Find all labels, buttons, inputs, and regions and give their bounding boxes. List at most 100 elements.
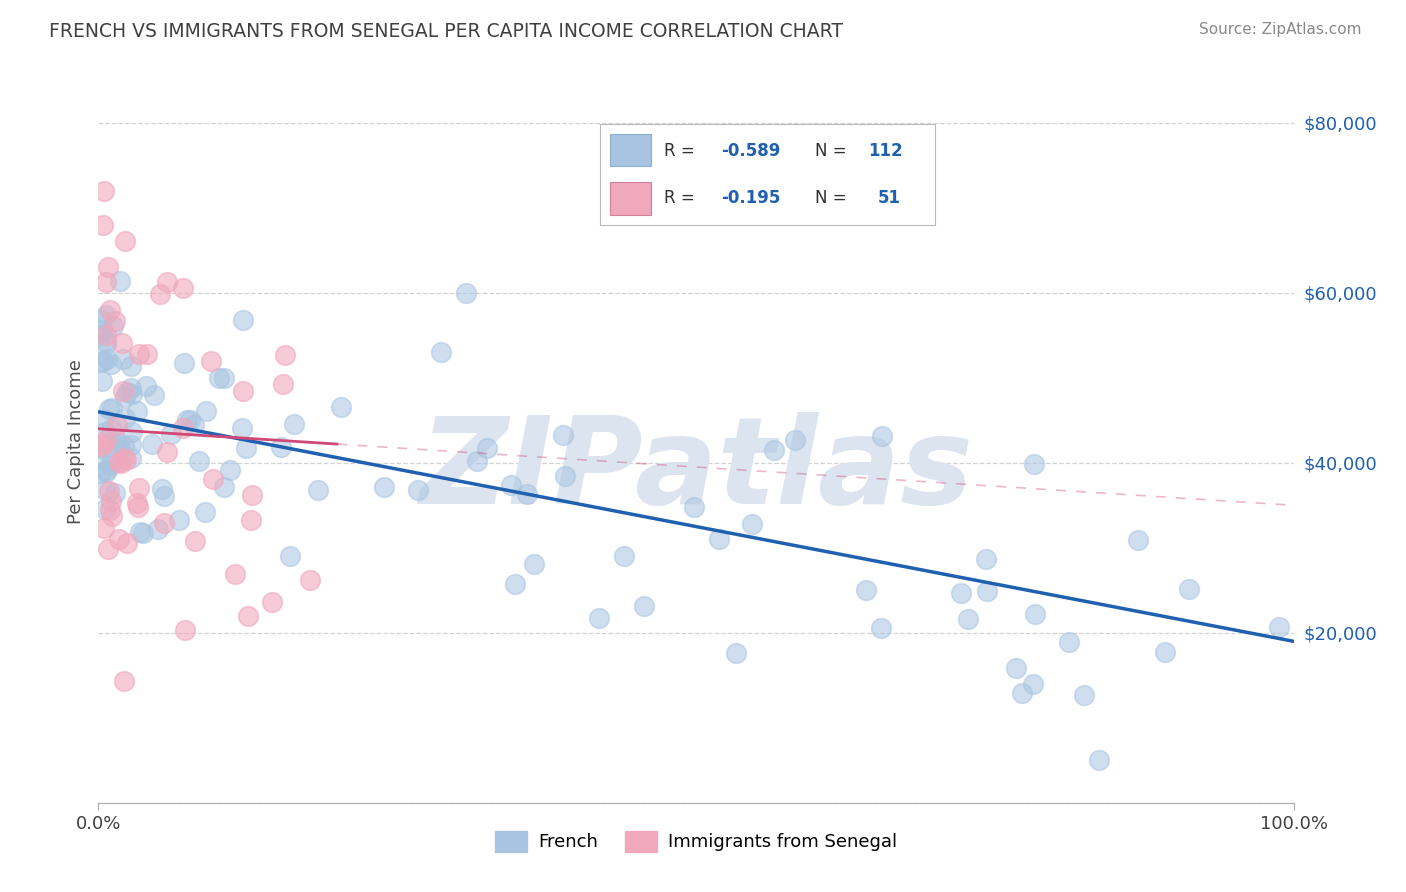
Point <box>98 401 121 416</box>
Point <box>114 410 136 425</box>
Point <box>110 274 132 288</box>
Point <box>94 336 117 351</box>
Point <box>465 454 488 468</box>
Point <box>93 425 115 440</box>
Point <box>273 348 295 362</box>
Point <box>100 458 122 472</box>
Point <box>870 429 893 443</box>
Point <box>105 418 128 433</box>
Point <box>1177 582 1199 596</box>
Point <box>94 433 117 447</box>
Point <box>156 445 179 459</box>
Point <box>262 595 284 609</box>
Point <box>200 354 222 368</box>
Point <box>104 485 127 500</box>
Point <box>128 524 150 539</box>
Point <box>1024 607 1046 622</box>
Text: ZIPatlas: ZIPatlas <box>419 412 973 529</box>
Point <box>299 574 322 588</box>
Point <box>127 500 149 514</box>
Point <box>430 344 453 359</box>
Point <box>613 549 636 563</box>
Point <box>240 488 263 502</box>
Legend: French, Immigrants from Senegal: French, Immigrants from Senegal <box>488 823 904 859</box>
Point <box>111 351 134 366</box>
Point <box>785 433 807 447</box>
Point <box>114 390 136 404</box>
Point <box>112 674 135 689</box>
Point <box>172 421 194 435</box>
Point <box>121 386 143 401</box>
Point <box>188 454 211 468</box>
Point <box>114 452 136 467</box>
Point <box>683 500 706 514</box>
Point <box>135 346 157 360</box>
Point <box>212 371 235 385</box>
Point <box>278 549 301 563</box>
Point <box>91 218 114 232</box>
Point <box>125 496 148 510</box>
Point <box>974 551 997 566</box>
Point <box>271 377 294 392</box>
Point <box>406 483 429 497</box>
Point <box>94 465 117 479</box>
Point <box>475 441 498 455</box>
Point <box>94 275 117 289</box>
Point <box>104 314 127 328</box>
Point <box>96 351 118 366</box>
Point <box>159 427 181 442</box>
Point <box>1267 620 1289 634</box>
Point <box>89 327 111 342</box>
Point <box>112 450 135 465</box>
Point <box>523 557 546 571</box>
Point <box>100 422 122 436</box>
Point <box>142 387 165 401</box>
Point <box>93 436 115 450</box>
Point <box>949 586 972 600</box>
Point <box>235 441 257 455</box>
Point <box>135 379 157 393</box>
Point <box>114 234 136 248</box>
Point <box>153 489 176 503</box>
Point <box>111 336 134 351</box>
Point <box>167 513 190 527</box>
Point <box>104 435 127 450</box>
Point <box>212 480 235 494</box>
Point <box>115 536 138 550</box>
Point <box>98 302 122 317</box>
Point <box>108 436 131 450</box>
Point <box>956 612 979 626</box>
Point <box>763 442 786 457</box>
Point <box>283 417 305 432</box>
Point <box>97 541 120 556</box>
Point <box>1022 676 1045 690</box>
Point <box>128 482 150 496</box>
Point <box>112 439 135 453</box>
Point <box>120 359 142 373</box>
Point <box>270 440 292 454</box>
Point <box>89 441 111 455</box>
Point <box>111 384 134 398</box>
Point <box>97 483 120 498</box>
Point <box>101 319 124 334</box>
Point <box>90 374 112 388</box>
Point <box>1005 661 1028 675</box>
Point <box>110 456 132 470</box>
Point <box>976 584 998 599</box>
Point <box>152 482 174 496</box>
Point <box>373 480 395 494</box>
Point <box>100 357 122 371</box>
Point <box>183 417 205 432</box>
Point <box>89 466 111 480</box>
Point <box>501 477 523 491</box>
Point <box>98 503 121 517</box>
Point <box>1088 753 1111 767</box>
Point <box>90 354 112 368</box>
Point <box>91 354 114 368</box>
Point <box>1022 458 1045 472</box>
Point <box>107 454 129 468</box>
Point <box>93 502 115 516</box>
Point <box>456 285 478 300</box>
Point <box>107 442 129 456</box>
Point <box>153 516 176 530</box>
